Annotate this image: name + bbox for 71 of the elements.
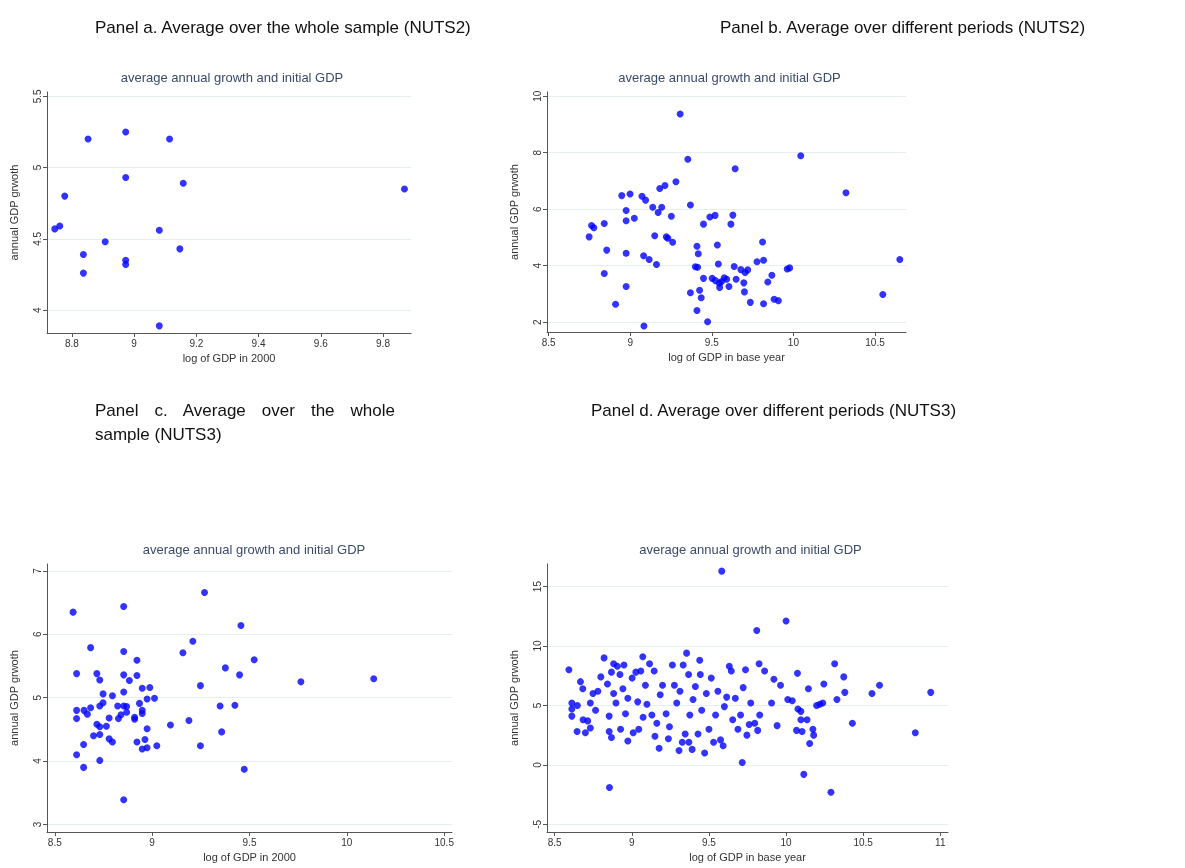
x-axis-title: log of GDP in 2000 xyxy=(182,352,276,365)
y-tick-label: -5 xyxy=(531,819,543,829)
chart-subtitle: average annual growth and initial GDP xyxy=(142,542,366,557)
y-tick-label: 2 xyxy=(531,318,543,325)
point xyxy=(179,179,187,187)
x-tick-label: 8.5 xyxy=(547,836,563,848)
chart-subtitle: average annual growth and initial GDP xyxy=(120,70,344,85)
point xyxy=(400,185,408,193)
x-tick-label: 8.5 xyxy=(541,336,557,348)
x-tick-label: 9.8 xyxy=(376,337,391,349)
chart-subtitle: average annual growth and initial GDP xyxy=(618,70,841,85)
y-tick-label: 5 xyxy=(531,702,543,709)
chart-title: Panel d. Average over different periods (NUTS3) xyxy=(591,400,958,422)
y-tick-label: 6 xyxy=(31,631,43,638)
x-tick-label: 9 xyxy=(131,337,138,349)
x-axis-title: log of GDP in base year xyxy=(689,851,807,864)
x-tick-label: 10.5 xyxy=(865,336,886,348)
point xyxy=(122,128,130,136)
x-tick-label: 10 xyxy=(787,336,800,348)
point xyxy=(155,322,163,330)
x-tick-label: 9.5 xyxy=(242,836,257,848)
y-tick-label: 0 xyxy=(531,761,543,768)
point xyxy=(79,251,87,259)
point xyxy=(122,174,130,182)
x-axis-title: log of GDP in base year xyxy=(668,351,786,364)
x-tick-label: 9.5 xyxy=(701,836,717,848)
y-tick-label: 8 xyxy=(531,149,543,156)
chart-title: Panel a. Average over the whole sample (NUTS2) xyxy=(95,17,472,39)
y-tick-label: 10 xyxy=(531,90,543,102)
y-axis-title: annual GDP grwoth xyxy=(507,650,520,746)
x-tick-label: 9.6 xyxy=(313,337,329,349)
y-tick-label: 7 xyxy=(31,567,43,574)
point xyxy=(101,238,109,246)
point xyxy=(122,261,130,269)
x-tick-label: 9 xyxy=(629,836,636,848)
x-tick-label: 9 xyxy=(149,836,156,848)
x-tick-label: 11 xyxy=(935,836,946,848)
y-tick-label: 15 xyxy=(531,580,543,593)
point xyxy=(61,192,69,200)
chart-title: Panel c. Average over the whole sample (NUTS3) xyxy=(95,400,395,446)
point xyxy=(79,269,87,277)
x-tick-label: 10.5 xyxy=(434,836,455,848)
y-tick-label: 4 xyxy=(31,757,43,764)
y-tick-label: 3 xyxy=(31,821,43,828)
y-tick-label: 10 xyxy=(531,640,543,652)
x-tick-label: 10 xyxy=(780,836,793,848)
point xyxy=(166,135,174,143)
x-axis-title: log of GDP in 2000 xyxy=(203,851,296,864)
x-tick-label: 10.5 xyxy=(853,836,874,848)
x-tick-label: 8.5 xyxy=(47,836,63,848)
y-tick-label: 4 xyxy=(31,306,43,313)
chart-title: Panel b. Average over different periods (NUTS2) xyxy=(720,17,1087,39)
y-axis-title: annual GDP grwoth xyxy=(507,164,520,260)
x-tick-label: 8.8 xyxy=(64,337,80,349)
x-tick-label: 10 xyxy=(341,836,353,848)
y-tick-label: 6 xyxy=(531,205,543,212)
point xyxy=(56,222,64,230)
x-tick-label: 9 xyxy=(627,336,634,348)
y-axis-title: annual GDP grwoth xyxy=(7,650,20,746)
chart-subtitle: average annual growth and initial GDP xyxy=(639,542,862,557)
point xyxy=(176,245,184,253)
x-tick-label: 9.5 xyxy=(704,336,720,348)
y-tick-label: 4.5 xyxy=(31,231,43,246)
point xyxy=(155,226,163,234)
y-tick-label: 5 xyxy=(31,164,43,171)
y-axis-title: annual GDP grwoth xyxy=(7,164,20,261)
x-tick-label: 9.2 xyxy=(189,337,204,349)
x-tick-label: 9.4 xyxy=(251,337,266,349)
y-tick-label: 5.5 xyxy=(31,88,43,104)
y-tick-label: 4 xyxy=(531,262,543,269)
y-tick-label: 5 xyxy=(31,694,43,701)
